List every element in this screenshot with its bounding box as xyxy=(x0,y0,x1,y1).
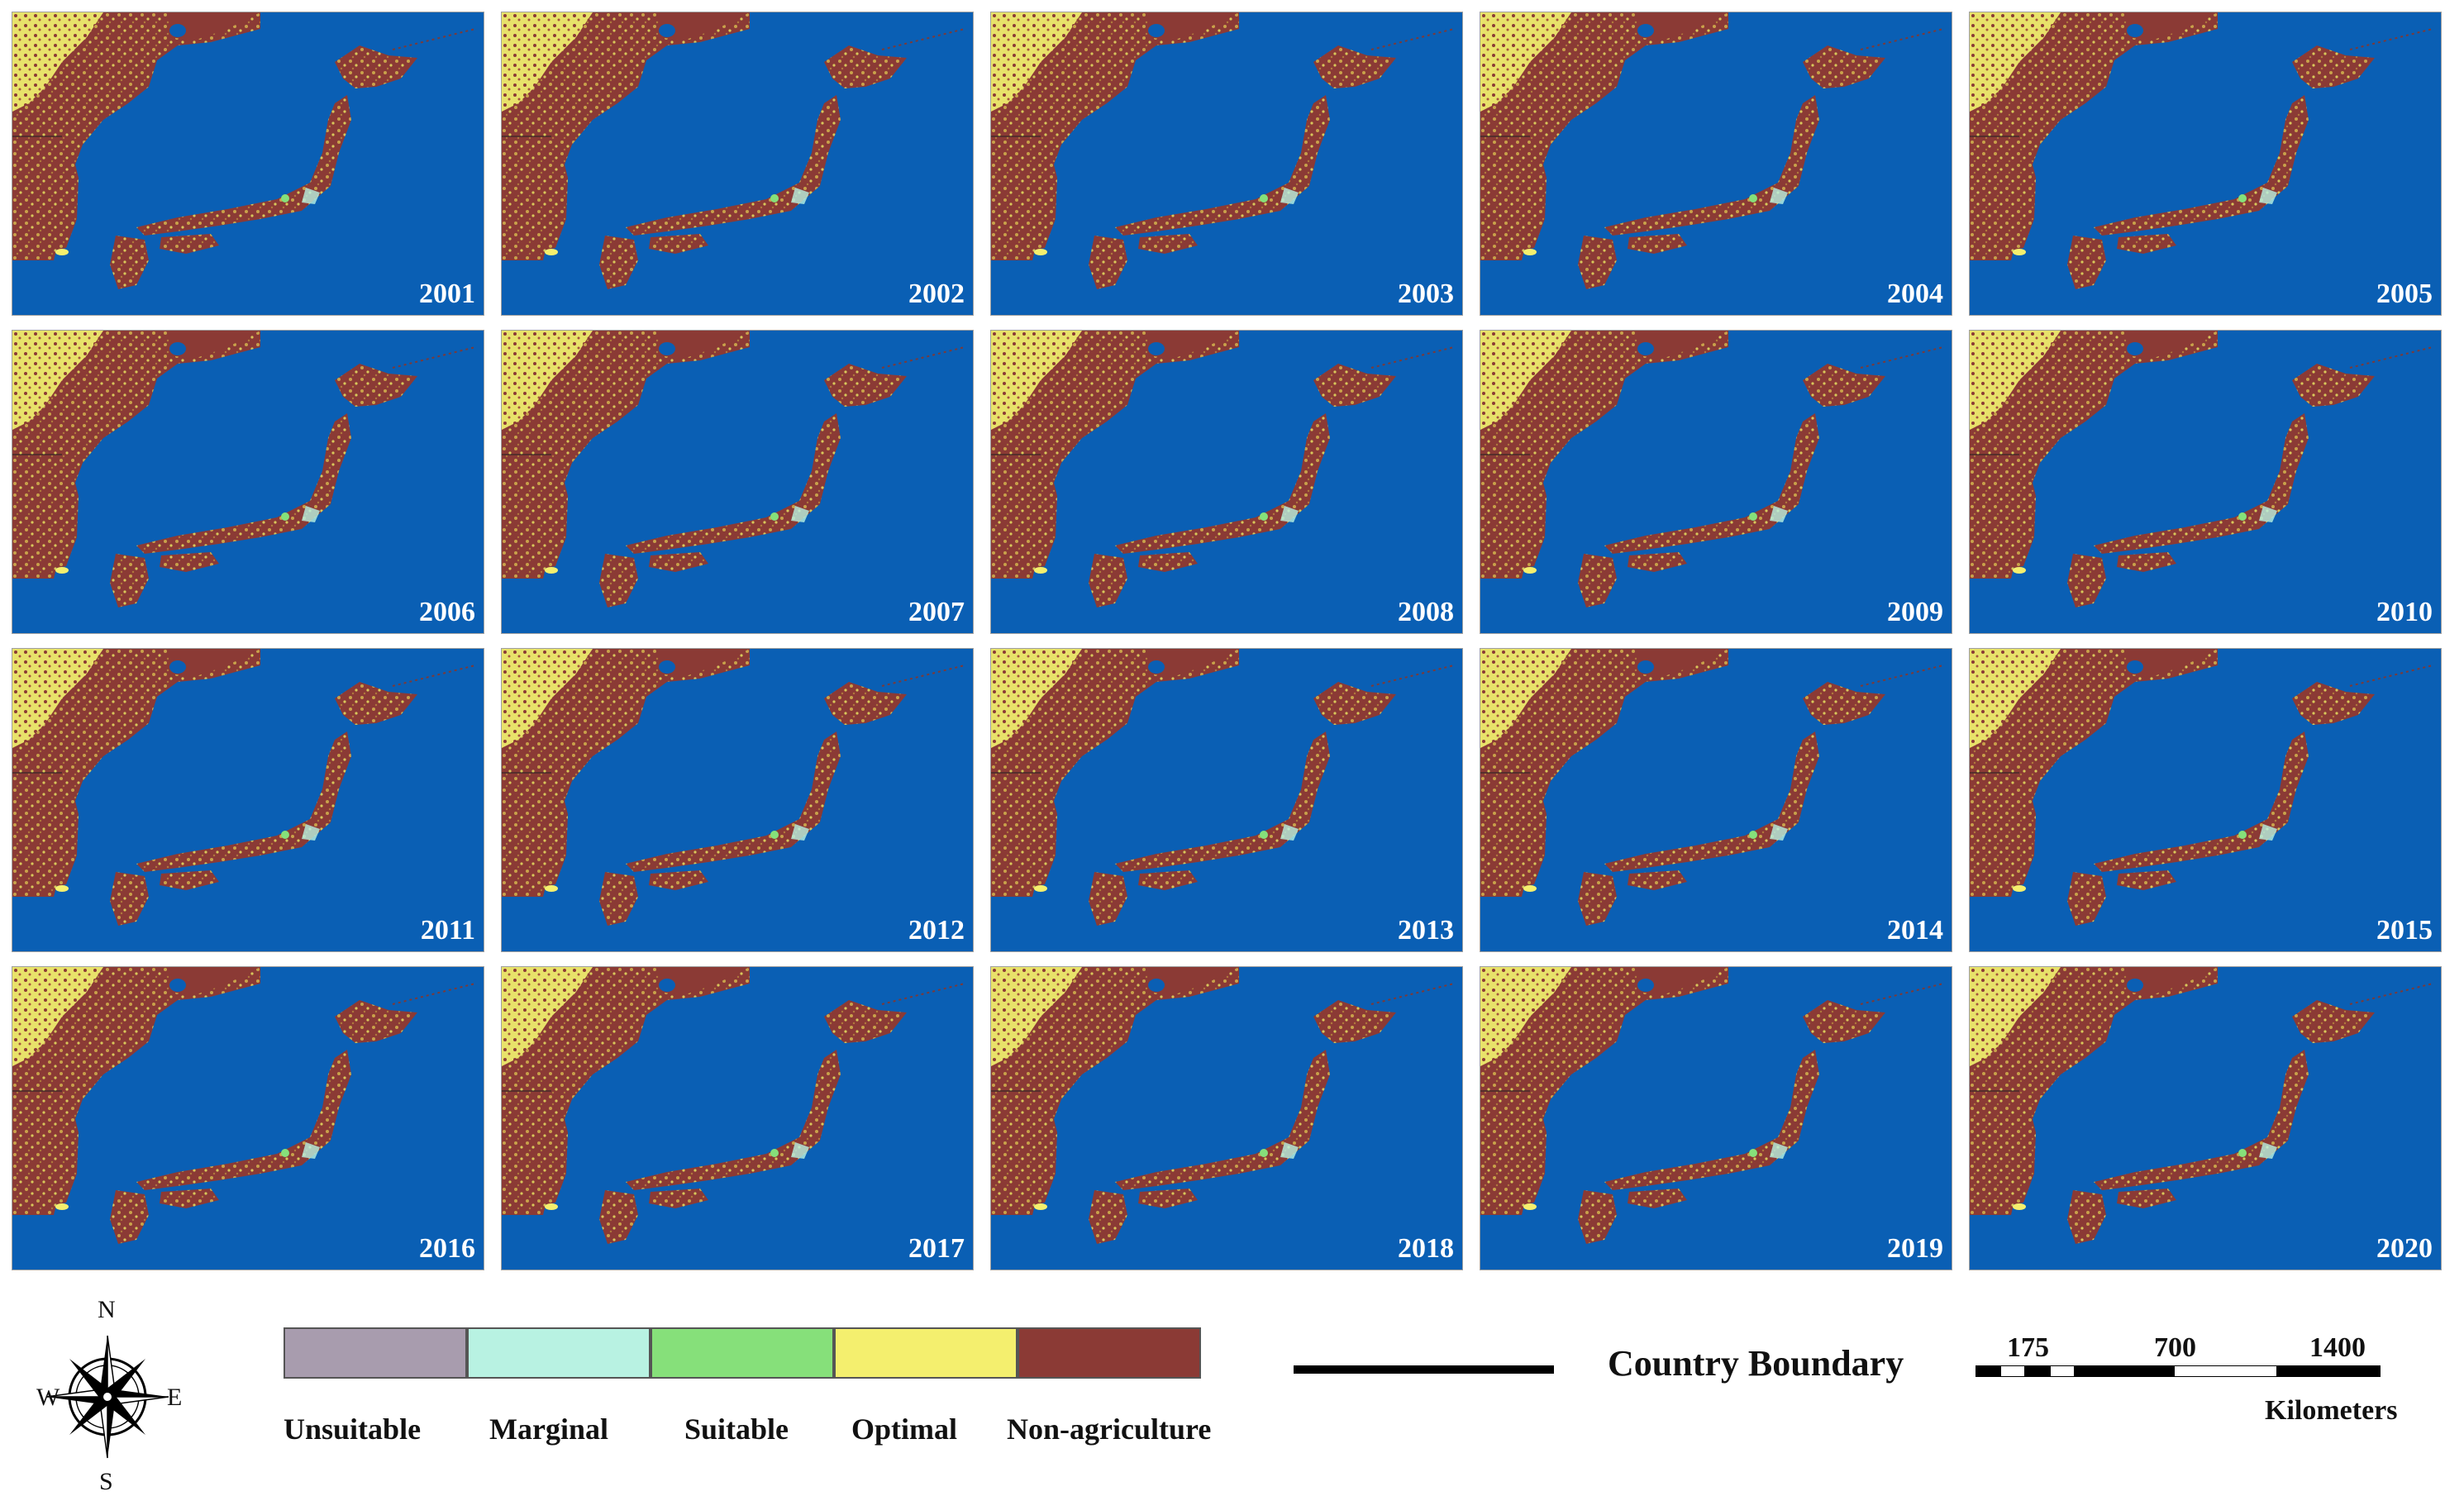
map-graphic xyxy=(502,967,973,1270)
compass-north-label: N xyxy=(98,1296,116,1323)
legend-label: Marginal xyxy=(489,1413,608,1446)
map-panel: 2014 xyxy=(1480,648,1952,952)
scale-unit-label: Kilometers xyxy=(2265,1395,2398,1426)
legend-swatch xyxy=(284,1327,467,1379)
map-graphic xyxy=(1970,967,2441,1270)
panel-year-label: 2002 xyxy=(908,279,965,309)
map-graphic xyxy=(1970,12,2441,315)
map-graphic xyxy=(1480,649,1952,951)
panel-year-label: 2012 xyxy=(908,915,965,946)
map-panel: 2018 xyxy=(990,966,1463,1270)
map-panel: 2010 xyxy=(1969,330,2442,634)
country-boundary-line xyxy=(1294,1365,1554,1374)
panel-year-label: 2006 xyxy=(419,597,475,627)
map-panel: 2016 xyxy=(12,966,484,1270)
legend-label: Optimal xyxy=(851,1413,958,1446)
map-panel: 2004 xyxy=(1480,12,1952,316)
map-panel: 2009 xyxy=(1480,330,1952,634)
scale-bar xyxy=(1975,1365,2381,1377)
panel-year-label: 2004 xyxy=(1887,279,1943,309)
legend-swatch xyxy=(834,1327,1018,1379)
scale-tick-1400: 1400 xyxy=(2309,1332,2366,1363)
panel-year-label: 2003 xyxy=(1398,279,1454,309)
map-graphic xyxy=(502,12,973,315)
map-panel: 2002 xyxy=(501,12,974,316)
map-panel: 2008 xyxy=(990,330,1463,634)
legend-label: Suitable xyxy=(684,1413,789,1446)
compass-south-label: S xyxy=(99,1468,113,1495)
legend-swatch xyxy=(1018,1327,1201,1379)
map-graphic xyxy=(502,331,973,633)
map-panel: 2005 xyxy=(1969,12,2442,316)
country-boundary-label: Country Boundary xyxy=(1608,1343,1904,1384)
map-panel: 2006 xyxy=(12,330,484,634)
map-graphic xyxy=(991,967,1462,1270)
panel-year-label: 2008 xyxy=(1398,597,1454,627)
panel-year-label: 2007 xyxy=(908,597,965,627)
compass-rose: N S E W xyxy=(36,1296,182,1495)
panel-year-label: 2011 xyxy=(420,915,475,946)
map-panel: 2013 xyxy=(990,648,1463,952)
map-graphic xyxy=(1480,967,1952,1270)
compass-west-label: W xyxy=(36,1384,60,1411)
legend-area: N S E W Unsuitable Marginal Suitable Optima… xyxy=(0,1289,2464,1495)
map-graphic xyxy=(12,649,484,951)
map-graphic xyxy=(12,331,484,633)
map-panel: 2017 xyxy=(501,966,974,1270)
panel-year-label: 2014 xyxy=(1887,915,1943,946)
map-panel-grid: 2001 2002 2003 xyxy=(12,12,2458,1270)
scale-tick-700: 700 xyxy=(2154,1332,2196,1363)
panel-year-label: 2010 xyxy=(2376,597,2433,627)
scale-tick-175: 175 xyxy=(2007,1332,2049,1363)
panel-year-label: 2018 xyxy=(1398,1233,1454,1264)
map-graphic xyxy=(991,12,1462,315)
map-graphic xyxy=(12,12,484,315)
compass-rose-icon xyxy=(45,1335,169,1459)
map-panel: 2015 xyxy=(1969,648,2442,952)
map-panel: 2011 xyxy=(12,648,484,952)
map-panel: 2003 xyxy=(990,12,1463,316)
panel-year-label: 2013 xyxy=(1398,915,1454,946)
map-panel: 2001 xyxy=(12,12,484,316)
map-graphic xyxy=(1480,12,1952,315)
legend-label: Unsuitable xyxy=(284,1413,422,1446)
panel-year-label: 2019 xyxy=(1887,1233,1943,1264)
legend-swatch xyxy=(467,1327,651,1379)
map-panel: 2012 xyxy=(501,648,974,952)
panel-year-label: 2017 xyxy=(908,1233,965,1264)
map-graphic xyxy=(502,649,973,951)
panel-year-label: 2020 xyxy=(2376,1233,2433,1264)
legend-swatch xyxy=(651,1327,834,1379)
panel-year-label: 2015 xyxy=(2376,915,2433,946)
map-graphic xyxy=(1970,649,2441,951)
map-graphic xyxy=(12,967,484,1270)
panel-year-label: 2009 xyxy=(1887,597,1943,627)
panel-year-label: 2001 xyxy=(419,279,475,309)
panel-year-label: 2005 xyxy=(2376,279,2433,309)
legend-label: Non-agriculture xyxy=(1007,1413,1212,1446)
map-panel: 2020 xyxy=(1969,966,2442,1270)
map-panel: 2019 xyxy=(1480,966,1952,1270)
compass-east-label: E xyxy=(167,1384,183,1411)
map-graphic xyxy=(991,649,1462,951)
panel-year-label: 2016 xyxy=(419,1233,475,1264)
map-graphic xyxy=(991,331,1462,633)
map-panel: 2007 xyxy=(501,330,974,634)
map-graphic xyxy=(1480,331,1952,633)
map-graphic xyxy=(1970,331,2441,633)
